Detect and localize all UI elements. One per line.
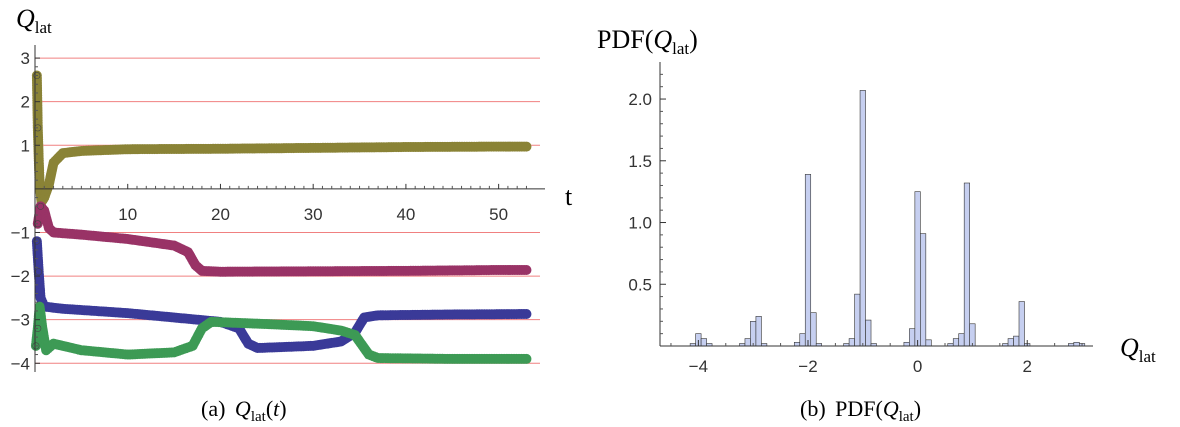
series-1-initial-point — [37, 202, 45, 210]
histogram-bar — [925, 339, 932, 347]
y-tick-label: 1 — [21, 136, 30, 155]
y-tick-label: −2 — [11, 267, 30, 286]
histogram-bar — [859, 90, 866, 347]
histogram-bar — [854, 293, 861, 347]
y-tick-label: 0.5 — [628, 275, 652, 294]
y-tick-label: 3 — [21, 49, 30, 68]
histogram-bar — [1007, 338, 1014, 347]
panel-b-axes: −4 −2 0 2 0.5 1.0 1.5 2.0 — [628, 62, 1093, 376]
x-tick-label: −4 — [689, 357, 708, 376]
panel-b-caption: (b) PDF(Qlat) — [800, 396, 921, 425]
y-tick-label: −1 — [11, 223, 30, 242]
x-tick-label: 2 — [1022, 357, 1031, 376]
histogram-bar — [810, 312, 817, 347]
histogram-bar — [744, 338, 751, 347]
panel-b-histogram: −4 −2 0 2 0.5 1.0 1.5 2.0 PDF(Qlat) Qlat (b) PD… — [597, 25, 1156, 425]
histogram-bar — [909, 328, 916, 347]
panel-a-axes: 10 20 30 40 50 −4 −3 −2 −1 1 2 3 — [11, 45, 545, 373]
series-0-marker — [521, 141, 532, 152]
panel-b-bars — [689, 90, 1086, 347]
histogram-bar — [1073, 341, 1080, 347]
histogram-bar — [793, 341, 801, 347]
x-tick-label: 20 — [211, 205, 230, 224]
y-tick-label: 2.0 — [628, 90, 652, 109]
panel-b-x-axis-label: Qlat — [1120, 333, 1156, 366]
y-tick-label: −3 — [11, 311, 30, 330]
histogram-bar — [920, 233, 927, 347]
y-tick-label: −4 — [11, 354, 30, 373]
x-tick-label: 0 — [913, 357, 922, 376]
histogram-bar — [755, 316, 762, 347]
y-tick-label: 1.0 — [628, 214, 652, 233]
panel-a-caption: (a) Qlat(t) — [201, 396, 287, 425]
histogram-bar — [1018, 301, 1025, 347]
panel-a-x-axis-label: t — [565, 182, 573, 211]
histogram-bar — [865, 319, 872, 347]
x-tick-label: 10 — [118, 205, 137, 224]
panel-a-y-axis-label: Qlat — [16, 4, 52, 37]
histogram-bar — [914, 191, 921, 347]
series-1-marker — [521, 264, 532, 275]
panel-a-series — [30, 70, 532, 364]
x-tick-label: 50 — [489, 205, 508, 224]
y-tick-label: 1.5 — [628, 152, 652, 171]
panel-b-title: PDF(Qlat) — [597, 25, 698, 58]
series-2-initial-point — [35, 268, 43, 276]
histogram-bar — [700, 338, 707, 347]
histogram-bar — [1013, 335, 1020, 347]
histogram-bar — [903, 341, 910, 347]
histogram-bar — [750, 321, 757, 347]
histogram-bar — [958, 333, 965, 347]
panel-a-time-series: 10 20 30 40 50 −4 −3 −2 −1 1 2 3 Qlat t (a) Qlat(t) — [11, 4, 573, 425]
histogram-bar — [952, 338, 960, 347]
histogram-bar — [963, 182, 970, 347]
x-tick-label: 40 — [396, 205, 415, 224]
series-3-marker — [521, 353, 532, 364]
x-tick-label: −2 — [798, 357, 817, 376]
series-2-marker — [521, 309, 532, 320]
histogram-bar — [848, 338, 855, 347]
histogram-bar — [804, 174, 812, 347]
histogram-bar — [969, 323, 976, 347]
x-tick-label: 30 — [304, 205, 323, 224]
y-tick-label: 2 — [21, 93, 30, 112]
histogram-bar — [799, 333, 806, 347]
